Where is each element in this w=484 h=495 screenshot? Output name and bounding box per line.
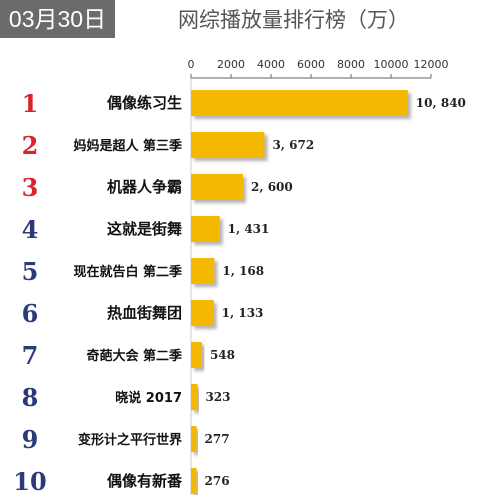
- category-label: 妈妈是超人 第三季: [73, 138, 182, 154]
- x-tick-label: 2000: [217, 58, 245, 71]
- category-label: 奇葩大会 第二季: [86, 348, 182, 364]
- bar-row: 5 现在就告白 第二季 1, 168: [22, 257, 264, 286]
- bar-row: 3 机器人争霸 2, 600: [22, 173, 293, 202]
- rank-number: 7: [22, 341, 39, 370]
- rank-number: 5: [22, 257, 39, 286]
- category-label: 机器人争霸: [107, 178, 182, 196]
- x-tick-label: 0: [188, 58, 195, 71]
- category-label: 晓说 2017: [115, 390, 182, 406]
- bar-row: 6 热血街舞团 1, 133: [22, 299, 264, 328]
- bar: [191, 426, 197, 452]
- bar-row: 7 奇葩大会 第二季 548: [22, 341, 235, 370]
- x-tick-label: 6000: [297, 58, 325, 71]
- bar: [191, 468, 197, 494]
- bar-row: 1 偶像练习生 10, 840: [22, 89, 466, 118]
- data-label: 548: [210, 348, 235, 362]
- bar-row: 8 晓说 2017 323: [22, 383, 231, 412]
- data-label: 3, 672: [272, 138, 314, 152]
- category-label: 偶像练习生: [107, 94, 182, 112]
- bar: [191, 90, 408, 116]
- x-tick-label: 4000: [257, 58, 285, 71]
- x-tick-label: 10000: [374, 58, 409, 71]
- bar: [191, 342, 202, 368]
- category-label: 变形计之平行世界: [78, 432, 182, 448]
- rank-number: 8: [22, 383, 39, 412]
- bar: [191, 300, 214, 326]
- x-axis: 0 2000 4000 6000 8000 10000 12000: [188, 58, 449, 495]
- category-label: 这就是街舞: [107, 220, 182, 238]
- x-tick-label: 8000: [337, 58, 365, 71]
- bar: [191, 132, 265, 158]
- bar-row: 9 变形计之平行世界 277: [22, 425, 230, 454]
- rank-number: 9: [22, 425, 39, 454]
- data-label: 2, 600: [251, 180, 293, 194]
- rank-number: 10: [13, 467, 46, 495]
- rank-number: 2: [22, 131, 39, 160]
- bar-rows: 1 偶像练习生 10, 840 2 妈妈是超人 第三季 3, 672 3 机器人争霸 2, 60…: [13, 89, 466, 495]
- rank-number: 3: [22, 173, 39, 202]
- data-label: 323: [205, 390, 230, 404]
- rank-number: 1: [22, 89, 39, 118]
- chart-title: 网综播放量排行榜（万）: [178, 8, 409, 32]
- bar: [191, 258, 215, 284]
- bar: [191, 216, 220, 242]
- rank-number: 6: [22, 299, 39, 328]
- category-label: 热血街舞团: [107, 304, 182, 322]
- category-label: 现在就告白 第二季: [73, 264, 182, 280]
- bar-row: 4 这就是街舞 1, 431: [22, 215, 270, 244]
- bar: [191, 384, 198, 410]
- rank-number: 4: [22, 215, 39, 244]
- data-label: 10, 840: [416, 96, 466, 110]
- data-label: 276: [205, 474, 230, 488]
- data-label: 1, 133: [222, 306, 264, 320]
- data-label: 1, 168: [222, 264, 264, 278]
- data-label: 277: [205, 432, 230, 446]
- category-label: 偶像有新番: [107, 472, 183, 490]
- bar: [191, 174, 243, 200]
- data-label: 1, 431: [228, 222, 270, 236]
- bar-row: 2 妈妈是超人 第三季 3, 672: [22, 131, 315, 160]
- x-tick-label: 12000: [414, 58, 449, 71]
- date-badge: 03月30日: [0, 0, 115, 38]
- bar-row: 10 偶像有新番 276: [13, 467, 229, 495]
